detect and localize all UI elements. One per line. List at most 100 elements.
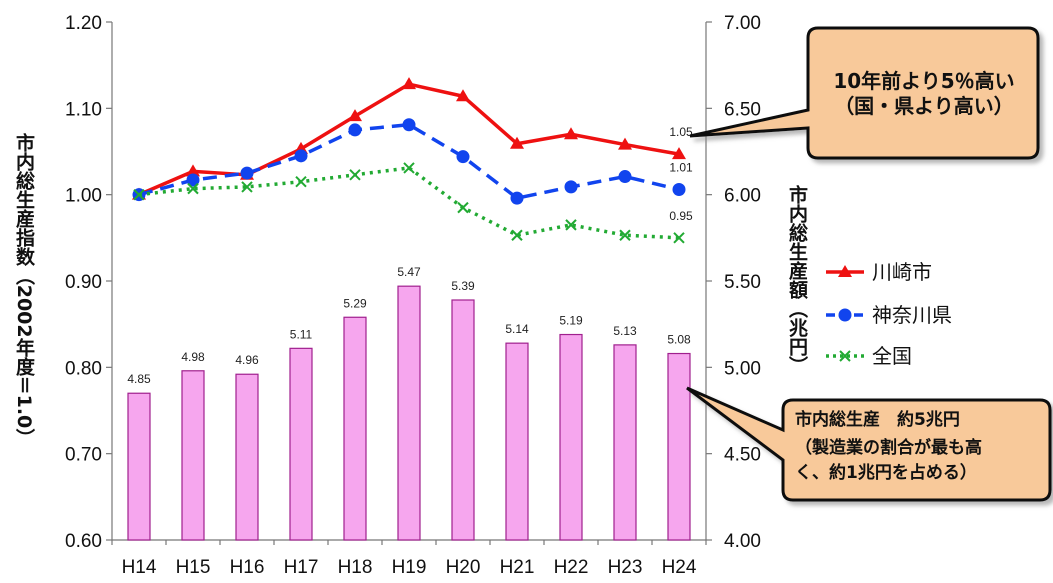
x-tick-label: H17 — [284, 557, 319, 578]
callout-bottom-line2: （製造業の割合が最も高 — [795, 437, 982, 458]
bar — [127, 392, 151, 541]
series-end-label: 1.01 — [669, 160, 693, 174]
marker-circle — [510, 191, 524, 205]
right-tick-label: 6.50 — [724, 99, 761, 120]
series-end-label: 0.95 — [669, 209, 693, 223]
marker-circle — [402, 118, 416, 132]
bar-series — [127, 285, 691, 541]
bar-value-label: 5.47 — [397, 265, 421, 279]
marker-x-stroke — [839, 350, 851, 362]
left-tick-label: 1.20 — [65, 13, 102, 34]
marker-circle — [618, 170, 632, 184]
right-tick-label: 4.00 — [724, 531, 761, 552]
marker-x-stroke — [349, 169, 361, 181]
x-tick-label: H21 — [500, 557, 535, 578]
x-tick-label: H18 — [338, 557, 373, 578]
bar-value-label: 5.39 — [451, 279, 475, 293]
bar-value-label: 4.98 — [181, 350, 205, 364]
axes: 0.60 0.70 0.80 0.90 1.00 1.10 1.20 4.00 4.50 5.00… — [65, 13, 761, 578]
left-tick-label: 0.90 — [65, 272, 102, 293]
right-axis-title: 市内総生産額（兆円） — [786, 184, 808, 375]
right-tick-label: 5.00 — [724, 358, 761, 379]
marker-circle — [240, 166, 254, 180]
bar-value-label: 5.13 — [613, 324, 637, 338]
marker-x-stroke — [673, 232, 685, 244]
bar-value-label: 5.11 — [290, 327, 313, 341]
right-tick-label: 4.50 — [724, 445, 761, 466]
data-labels: 4.85 4.98 4.96 5.11 5.29 5.47 5.39 5.14 5.19 5.13… — [127, 125, 693, 386]
series-line — [138, 122, 680, 200]
marker-x-stroke — [511, 229, 523, 241]
bar-value-label: 4.85 — [127, 372, 151, 386]
marker-triangle — [510, 136, 524, 149]
bar — [343, 316, 367, 541]
marker-x-stroke — [241, 181, 253, 193]
bar — [667, 352, 691, 541]
marker-circle — [294, 149, 308, 163]
x-tick-label: H15 — [176, 557, 211, 578]
left-tick-label: 0.80 — [65, 358, 102, 379]
right-tick-label: 5.50 — [724, 272, 761, 293]
marker-x-stroke — [403, 162, 415, 174]
x-tick-label: H20 — [446, 557, 481, 578]
marker-circle — [564, 180, 578, 194]
left-tick-label: 1.00 — [65, 186, 102, 207]
legend-label: 神奈川県 — [872, 303, 952, 327]
marker-x-stroke — [619, 229, 631, 241]
legend-label: 川崎市 — [872, 260, 932, 284]
left-tick-label: 1.10 — [65, 99, 102, 120]
marker-triangle — [186, 164, 200, 177]
x-tick-label: H24 — [662, 557, 697, 578]
left-axis-title: 市内総生産指数（2002年度＝1.0） — [13, 131, 35, 447]
bar-value-label: 5.14 — [505, 322, 529, 336]
marker-x-stroke — [457, 201, 469, 214]
marker-triangle — [348, 109, 362, 122]
marker-circle — [348, 123, 362, 137]
left-tick-label: 0.70 — [65, 445, 102, 466]
bar-value-label: 5.08 — [667, 333, 691, 347]
bar — [289, 347, 313, 541]
bar — [181, 370, 205, 541]
x-tick-label: H16 — [230, 557, 265, 578]
bar — [397, 285, 421, 541]
bar — [235, 373, 259, 541]
legend-label: 全国 — [872, 344, 912, 368]
bar-value-label: 4.96 — [235, 353, 259, 367]
right-tick-label: 7.00 — [724, 13, 761, 34]
callout-top: 10年前より5％高い （国・県より高い） — [689, 26, 1040, 160]
marker-triangle — [838, 265, 852, 277]
line-series — [132, 77, 686, 244]
callout-bottom-line1: 市内総生産 約5兆円 — [795, 409, 960, 430]
marker-x-stroke — [187, 182, 199, 195]
callout-top-line2: （国・県より高い） — [834, 94, 1014, 118]
bar-value-label: 5.29 — [343, 296, 367, 310]
right-tick-label: 6.00 — [724, 186, 761, 207]
marker-x-stroke — [295, 176, 307, 188]
callout-top-line1: 10年前より5％高い — [833, 69, 1014, 93]
marker-x-stroke — [133, 188, 145, 201]
marker-triangle — [672, 147, 686, 160]
marker-triangle — [618, 137, 632, 150]
bar — [559, 333, 583, 541]
series-line — [138, 166, 680, 240]
marker-circle — [672, 182, 686, 196]
left-tick-label: 0.60 — [65, 531, 102, 552]
x-tick-label: H19 — [392, 557, 427, 578]
bar — [613, 344, 637, 541]
marker-triangle — [456, 89, 470, 102]
bar-value-label: 5.19 — [559, 314, 583, 328]
x-tick-label: H23 — [608, 557, 643, 578]
marker-triangle — [564, 127, 578, 140]
bar — [505, 342, 529, 541]
series-end-label: 1.05 — [669, 125, 693, 139]
x-tick-label: H22 — [554, 557, 589, 578]
callout-bottom: 市内総生産 約5兆円 （製造業の割合が最も高 く、約1兆円を占める） — [686, 386, 1052, 502]
x-tick-label: H14 — [122, 557, 157, 578]
marker-triangle — [402, 77, 416, 90]
bar — [451, 299, 475, 541]
series-line — [138, 82, 680, 197]
marker-x-stroke — [565, 219, 577, 231]
marker-circle — [838, 308, 852, 322]
